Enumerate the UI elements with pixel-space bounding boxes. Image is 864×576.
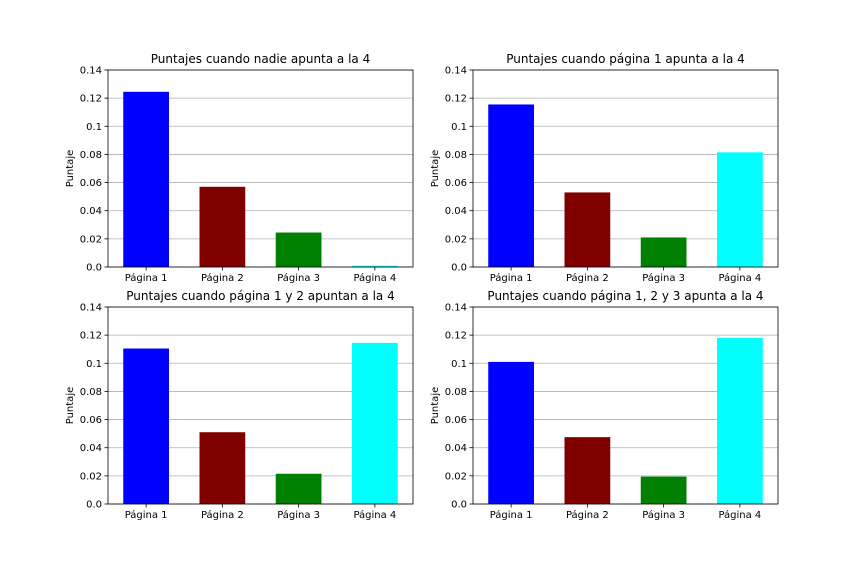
axes-frame (107, 306, 414, 505)
y-tick-label: 0.02 (445, 471, 467, 482)
y-tick-label: 0.1 (451, 359, 467, 370)
y-tick-label: 0.12 (445, 94, 467, 105)
bar (352, 265, 398, 267)
y-tick-label: 0.06 (445, 415, 467, 426)
y-axis-label: Puntaje (65, 150, 76, 188)
y-tick-label: 0.02 (80, 234, 102, 245)
y-tick-label: 0.08 (80, 150, 102, 161)
chart-panel-3: 0.0 0.02 0.04 0.06 0.08 0.1 0.12 0.14 Página 1 Pá… (65, 289, 414, 521)
y-tick-label: 0.04 (445, 443, 467, 454)
y-tick-label: 0.0 (451, 263, 467, 274)
y-tick-label: 0.08 (445, 387, 467, 398)
y-tick-label: 0.02 (80, 471, 102, 482)
chart-title: Puntajes cuando página 1 y 2 apuntan a l… (126, 289, 395, 303)
axes-frame (472, 306, 779, 505)
x-tick-label: Página 4 (353, 509, 396, 521)
bar (640, 476, 687, 504)
y-tick-label: 0.1 (86, 122, 102, 133)
y-tick-label: 0.14 (80, 303, 102, 314)
y-tick-label: 0.0 (451, 500, 467, 511)
bar (488, 361, 534, 504)
y-axis-label: Puntaje (430, 150, 441, 188)
axes-frame (472, 69, 779, 268)
y-tick-label: 0.08 (445, 150, 467, 161)
bar (199, 186, 246, 267)
bar (123, 91, 169, 267)
x-tick-label: Página 1 (490, 272, 533, 284)
y-axis-label: Puntaje (430, 387, 441, 425)
bar (488, 104, 534, 267)
chart-panel-1: 0.0 0.02 0.04 0.06 0.08 0.1 0.12 0.14 Página 1 Pá… (65, 52, 414, 284)
y-tick-label: 0.0 (86, 500, 102, 511)
y-axis-label: Puntaje (65, 387, 76, 425)
x-tick-label: Página 3 (642, 509, 685, 521)
x-tick-label: Página 3 (277, 272, 320, 284)
y-tick-label: 0.06 (445, 178, 467, 189)
x-tick-label: Página 1 (125, 509, 168, 521)
x-tick-label: Página 1 (125, 272, 168, 284)
bar (564, 437, 611, 504)
y-tick-label: 0.12 (80, 94, 102, 105)
y-tick-label: 0.12 (445, 331, 467, 342)
y-tick-label: 0.04 (80, 206, 102, 217)
x-tick-label: Página 2 (201, 509, 244, 521)
x-tick-label: Página 2 (566, 272, 609, 284)
x-tick-label: Página 2 (566, 509, 609, 521)
bar (717, 152, 763, 267)
x-tick-label: Página 3 (277, 509, 320, 521)
y-tick-label: 0.12 (80, 331, 102, 342)
y-tick-label: 0.1 (451, 122, 467, 133)
y-tick-label: 0.0 (86, 263, 102, 274)
bar (275, 473, 322, 504)
y-tick-label: 0.14 (445, 66, 467, 77)
x-tick-label: Página 4 (718, 272, 761, 284)
x-tick-label: Página 1 (490, 509, 533, 521)
bar (123, 348, 169, 504)
bar (640, 237, 687, 267)
y-tick-label: 0.14 (80, 66, 102, 77)
bar (564, 192, 611, 267)
chart-panel-2: 0.0 0.02 0.04 0.06 0.08 0.1 0.12 0.14 Página 1 Pá… (430, 52, 779, 284)
y-tick-label: 0.08 (80, 387, 102, 398)
x-tick-label: Página 3 (642, 272, 685, 284)
x-tick-label: Página 4 (353, 272, 396, 284)
y-tick-label: 0.04 (445, 206, 467, 217)
x-tick-label: Página 2 (201, 272, 244, 284)
x-tick-label: Página 4 (718, 509, 761, 521)
bar (717, 337, 763, 504)
bar (275, 232, 322, 267)
y-tick-label: 0.06 (80, 178, 102, 189)
y-tick-label: 0.14 (445, 303, 467, 314)
y-tick-label: 0.1 (86, 359, 102, 370)
bar (199, 432, 246, 504)
y-tick-label: 0.04 (80, 443, 102, 454)
chart-title: Puntajes cuando página 1, 2 y 3 apunta a… (487, 289, 763, 303)
chart-title: Puntajes cuando página 1 apunta a la 4 (506, 52, 745, 66)
chart-title: Puntajes cuando nadie apunta a la 4 (151, 52, 370, 66)
y-tick-label: 0.06 (80, 415, 102, 426)
y-tick-label: 0.02 (445, 234, 467, 245)
axes-frame (107, 69, 414, 268)
chart-panel-4: 0.0 0.02 0.04 0.06 0.08 0.1 0.12 0.14 Página 1 Pá… (430, 289, 779, 521)
bar (352, 342, 398, 504)
